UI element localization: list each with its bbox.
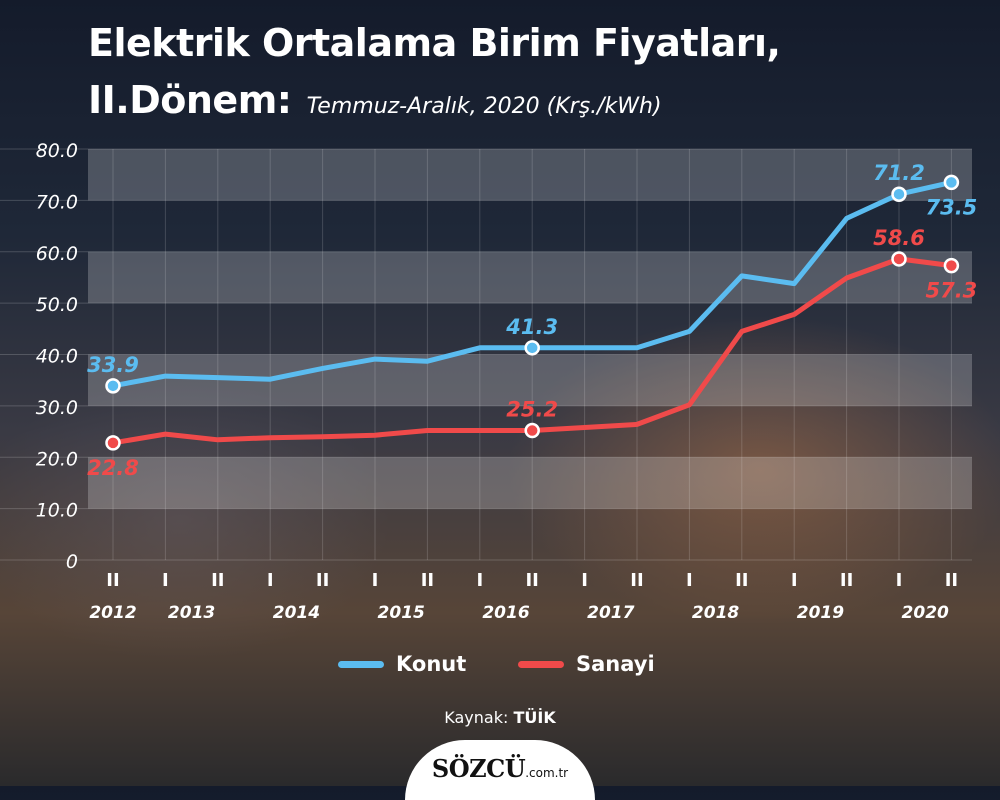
chart-title-line2: II.Dönem: Temmuz-Aralık, 2020 (Krş./kWh) [88, 78, 662, 122]
logo-domain: .com.tr [525, 766, 569, 780]
data-label-konut: 73.5 [925, 195, 977, 219]
data-label-konut: 71.2 [873, 161, 925, 185]
data-label-sanayi: 25.2 [506, 398, 558, 422]
legend-item-konut: Konut [338, 652, 466, 676]
vertical-gridlines [112, 149, 952, 560]
data-point-konut [943, 174, 960, 191]
x-axis-tick-labels: II I II I II I II I II I II I II I II I II [106, 570, 958, 591]
grid-band [88, 149, 972, 201]
y-tick-label: 40.0 [36, 346, 78, 368]
data-labels: 33.9 41.3 71.273.5 22.8 25.2 58.6 57.3 [87, 161, 977, 480]
x-axis-year-labels: 2012 2013 2014 2015 2016 2017 2018 2019 2020 [89, 603, 949, 623]
grid-bands [0, 148, 972, 561]
y-tick-label: 80.0 [36, 140, 78, 162]
grid-band [88, 509, 972, 560]
y-tick-label: 60.0 [36, 243, 78, 265]
data-label-konut: 33.9 [87, 353, 139, 377]
legend-label-sanayi: Sanayi [576, 652, 655, 676]
x-tick-label: II [945, 570, 958, 591]
source-name: TÜİK [513, 708, 556, 727]
logo-badge: SÖZCÜ.com.tr [405, 740, 595, 800]
chart-subtitle: Temmuz-Aralık, 2020 (Krş./kWh) [306, 94, 662, 119]
chart-title-period: II.Dönem: [88, 78, 292, 122]
y-tick-label: 0 [66, 551, 78, 573]
data-point-sanayi [105, 435, 121, 451]
year-label: 2012 [89, 603, 136, 623]
data-point-konut [891, 186, 907, 202]
data-point-konut [105, 378, 121, 394]
data-point-konut [524, 340, 540, 356]
year-label: 2019 [797, 603, 844, 623]
x-tick-label: I [686, 570, 693, 591]
year-label: 2016 [482, 603, 529, 623]
x-tick-label: I [162, 570, 169, 591]
x-tick-label: II [421, 570, 434, 591]
legend-item-sanayi: Sanayi [518, 652, 655, 676]
y-tick-label: 10.0 [36, 500, 78, 522]
x-tick-label: II [525, 570, 538, 591]
x-tick-label: II [211, 570, 224, 591]
series-points [105, 174, 960, 451]
sozcu-logo: SÖZCÜ.com.tr [432, 754, 568, 783]
legend-swatch-konut [338, 660, 384, 668]
y-axis-tick-labels: 0 10.0 20.0 30.0 40.0 50.0 60.0 70.0 80.0 [36, 140, 78, 573]
data-label-sanayi: 57.3 [925, 279, 977, 303]
x-tick-label: II [106, 570, 119, 591]
source-prefix: Kaynak: [444, 708, 509, 727]
data-point-sanayi [943, 257, 960, 274]
year-label: 2017 [587, 603, 634, 623]
data-label-sanayi: 22.8 [87, 456, 139, 480]
year-label: 2014 [273, 603, 320, 623]
year-label: 2018 [692, 603, 739, 623]
x-tick-label: I [581, 570, 588, 591]
legend: Konut Sanayi [0, 652, 1000, 682]
data-label-sanayi: 58.6 [873, 226, 925, 250]
logo-brand: SÖZCÜ [431, 754, 526, 783]
grid-band [88, 457, 972, 509]
x-tick-label: II [735, 570, 748, 591]
x-tick-label: I [267, 570, 274, 591]
x-tick-label: II [840, 570, 853, 591]
line-chart: 010.020.030.040.050.060.070.080.0 II I II I… [0, 140, 978, 623]
data-label-konut: 41.3 [505, 315, 558, 339]
y-tick-label: 50.0 [36, 294, 78, 316]
x-tick-label: I [476, 570, 483, 591]
x-tick-label: I [791, 570, 798, 591]
x-tick-label: I [372, 570, 379, 591]
y-tick-label: 30.0 [36, 397, 78, 419]
source-note: Kaynak: TÜİK [0, 708, 1000, 727]
data-point-sanayi [891, 251, 907, 267]
legend-label-konut: Konut [396, 652, 467, 676]
x-tick-label: II [630, 570, 643, 591]
y-tick-label: 20.0 [36, 448, 78, 470]
legend-swatch-sanayi [518, 660, 564, 668]
x-tick-label: II [316, 570, 329, 591]
year-label: 2020 [902, 603, 949, 623]
data-point-sanayi [524, 422, 540, 439]
year-label: 2015 [378, 603, 425, 623]
year-label: 2013 [168, 603, 215, 623]
chart-title: Elektrik Ortalama Birim Fiyatları, [88, 21, 781, 65]
x-tick-label: I [896, 570, 903, 591]
y-tick-label: 70.0 [36, 191, 78, 213]
grid-band [88, 251, 972, 304]
